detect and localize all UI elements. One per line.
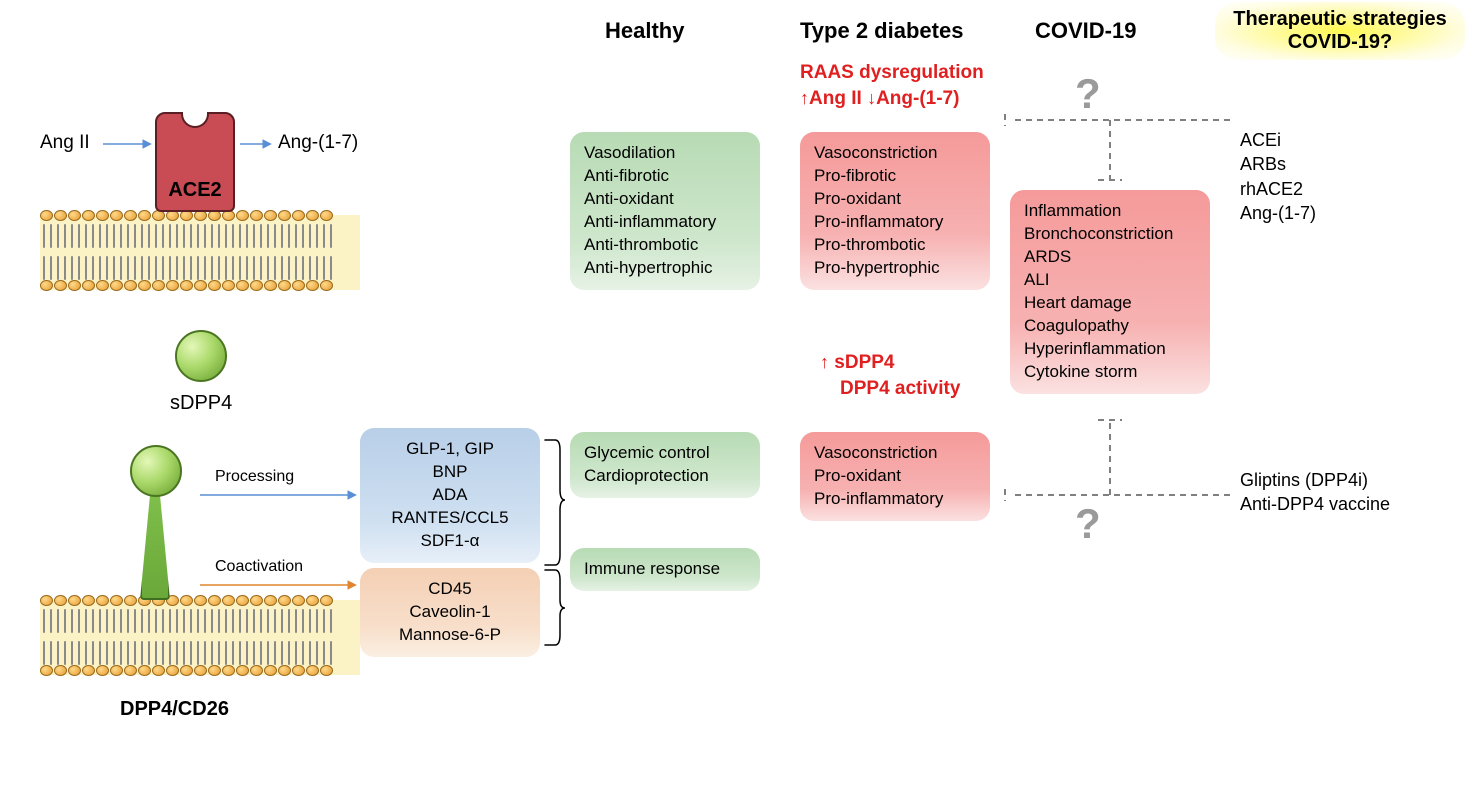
th-b-0: Gliptins (DPP4i) [1240, 468, 1390, 492]
header-therapy: Therapeutic strategies COVID-19? [1215, 2, 1465, 60]
h-d-1: Cardioprotection [584, 465, 746, 488]
header-t2d: Type 2 diabetes [800, 18, 963, 44]
th-t-2: rhACE2 [1240, 177, 1316, 201]
t2d-dpp4-up: ↑ sDPP4 [820, 352, 894, 374]
h-d-2: Immune response [584, 558, 746, 581]
t-d-1: Pro-oxidant [814, 465, 976, 488]
sdpp4-ball [175, 330, 227, 382]
lipid-bot-tails-2 [40, 641, 360, 665]
h-a-4: Anti-thrombotic [584, 234, 746, 257]
up-arrow-icon: ↑ [800, 88, 809, 109]
lipid-bot-outer-1 [40, 280, 360, 294]
h-d-0: Glycemic control [584, 442, 746, 465]
raas-ang2: Ang II [809, 88, 862, 109]
lipid-top-tails-1 [40, 224, 360, 248]
lipid-bot-tails-1 [40, 256, 360, 280]
ace2-receptor: ACE2 [155, 112, 235, 212]
sub-c-2: Mannose-6-P [374, 624, 526, 647]
th-t-0: ACEi [1240, 128, 1316, 152]
label-angII: Ang II [40, 132, 90, 154]
raas-ang: ↑Ang II ↓Ang-(1-7) [800, 88, 959, 110]
h-a-0: Vasodilation [584, 142, 746, 165]
t-d-0: Vasoconstriction [814, 442, 976, 465]
question-bottom: ? [1075, 500, 1101, 548]
th-t-3: Ang-(1-7) [1240, 201, 1316, 225]
t-a-4: Pro-thrombotic [814, 234, 976, 257]
label-coactivation: Coactivation [215, 558, 303, 576]
sub-c-0: CD45 [374, 578, 526, 601]
c-3: ALI [1024, 269, 1196, 292]
t2d-dpp4-act: DPP4 activity [840, 378, 960, 400]
box-processing-substrates: GLP-1, GIP BNP ADA RANTES/CCL5 SDF1-α [360, 428, 540, 563]
lipid-top-tails-2 [40, 609, 360, 633]
box-covid: Inflammation Bronchoconstriction ARDS AL… [1010, 190, 1210, 394]
sub-c-1: Caveolin-1 [374, 601, 526, 624]
label-ang17: Ang-(1-7) [278, 132, 358, 154]
sub-p-3: RANTES/CCL5 [374, 507, 526, 530]
question-top: ? [1075, 70, 1101, 118]
box-t2d-dpp4: Vasoconstriction Pro-oxidant Pro-inflamm… [800, 432, 990, 521]
therapy-top: ACEi ARBs rhACE2 Ang-(1-7) [1240, 128, 1316, 225]
lipid-bot-outer-2 [40, 665, 360, 679]
box-healthy-dpp4a: Glycemic control Cardioprotection [570, 432, 760, 498]
h-a-3: Anti-inflammatory [584, 211, 746, 234]
sub-p-4: SDF1-α [374, 530, 526, 553]
ace2-label: ACE2 [155, 179, 235, 202]
raas-ang17: Ang-(1-7) [876, 88, 959, 109]
h-a-1: Anti-fibrotic [584, 165, 746, 188]
sub-p-1: BNP [374, 461, 526, 484]
t-d-2: Pro-inflammatory [814, 488, 976, 511]
up-arrow-icon-2: ↑ [820, 352, 829, 373]
label-sdpp4: sDPP4 [170, 392, 232, 415]
box-healthy-ace2: Vasodilation Anti-fibrotic Anti-oxidant … [570, 132, 760, 290]
t-a-0: Vasoconstriction [814, 142, 976, 165]
box-healthy-dpp4b: Immune response [570, 548, 760, 591]
c-2: ARDS [1024, 246, 1196, 269]
c-0: Inflammation [1024, 200, 1196, 223]
lipid-top-outer-1 [40, 210, 360, 224]
t-a-5: Pro-hypertrophic [814, 257, 976, 280]
t-a-3: Pro-inflammatory [814, 211, 976, 234]
label-processing: Processing [215, 468, 294, 486]
th-t-1: ARBs [1240, 152, 1316, 176]
t-a-2: Pro-oxidant [814, 188, 976, 211]
label-dpp4cd26: DPP4/CD26 [120, 698, 229, 721]
t2d-sdpp4: sDPP4 [834, 352, 894, 373]
c-1: Bronchoconstriction [1024, 223, 1196, 246]
h-a-2: Anti-oxidant [584, 188, 746, 211]
box-t2d-ace2: Vasoconstriction Pro-fibrotic Pro-oxidan… [800, 132, 990, 290]
h-a-5: Anti-hypertrophic [584, 257, 746, 280]
header-healthy: Healthy [605, 18, 684, 44]
dpp4-head [130, 445, 182, 497]
box-coactivation-substrates: CD45 Caveolin-1 Mannose-6-P [360, 568, 540, 657]
header-covid: COVID-19 [1035, 18, 1136, 44]
c-5: Coagulopathy [1024, 315, 1196, 338]
c-7: Cytokine storm [1024, 361, 1196, 384]
sub-p-2: ADA [374, 484, 526, 507]
t-a-1: Pro-fibrotic [814, 165, 976, 188]
c-6: Hyperinflammation [1024, 338, 1196, 361]
dpp4-stalk [140, 490, 170, 600]
th-b-1: Anti-DPP4 vaccine [1240, 492, 1390, 516]
lipid-top-outer-2 [40, 595, 360, 609]
down-arrow-icon: ↓ [867, 88, 876, 109]
raas-dysreg: RAAS dysregulation [800, 62, 984, 84]
c-4: Heart damage [1024, 292, 1196, 315]
sub-p-0: GLP-1, GIP [374, 438, 526, 461]
therapy-bottom: Gliptins (DPP4i) Anti-DPP4 vaccine [1240, 468, 1390, 517]
